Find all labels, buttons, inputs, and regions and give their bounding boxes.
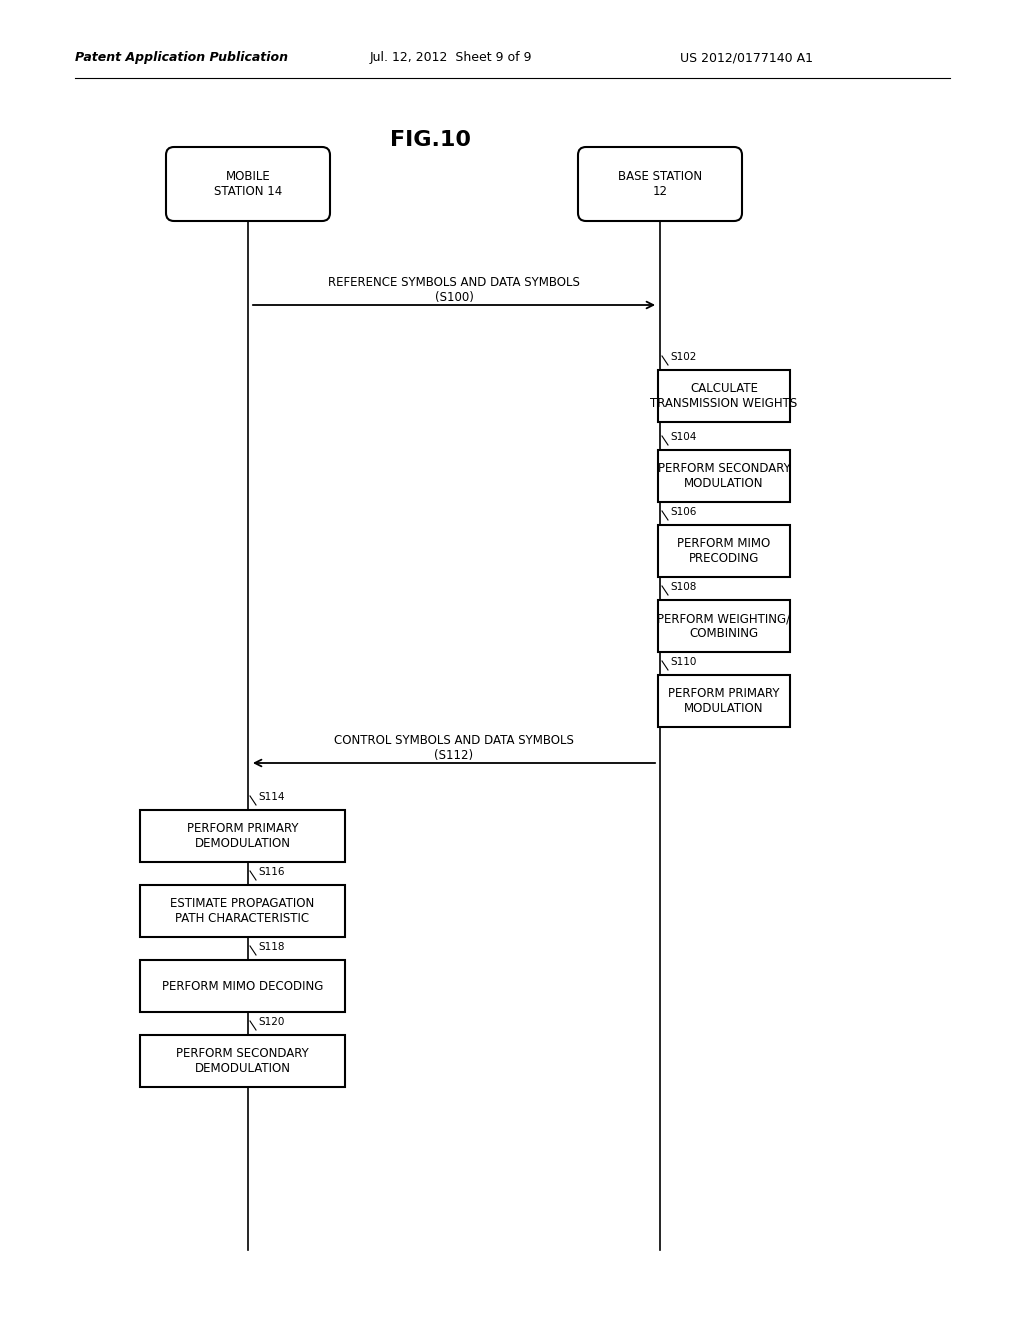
Text: FIG.10: FIG.10 — [389, 129, 470, 150]
Text: S102: S102 — [670, 352, 696, 362]
Text: S104: S104 — [670, 432, 696, 442]
Text: CALCULATE
TRANSMISSION WEIGHTS: CALCULATE TRANSMISSION WEIGHTS — [650, 381, 798, 411]
Text: REFERENCE SYMBOLS AND DATA SYMBOLS: REFERENCE SYMBOLS AND DATA SYMBOLS — [328, 276, 580, 289]
Text: (S100): (S100) — [434, 290, 473, 304]
Text: S120: S120 — [258, 1016, 285, 1027]
Text: PERFORM PRIMARY
MODULATION: PERFORM PRIMARY MODULATION — [669, 686, 779, 715]
FancyBboxPatch shape — [166, 147, 330, 220]
Text: S114: S114 — [258, 792, 285, 803]
Text: CONTROL SYMBOLS AND DATA SYMBOLS: CONTROL SYMBOLS AND DATA SYMBOLS — [334, 734, 573, 747]
Text: PERFORM MIMO
PRECODING: PERFORM MIMO PRECODING — [677, 537, 771, 565]
Text: Patent Application Publication: Patent Application Publication — [75, 51, 288, 65]
Bar — [658, 675, 790, 727]
Text: ESTIMATE PROPAGATION
PATH CHARACTERISTIC: ESTIMATE PROPAGATION PATH CHARACTERISTIC — [170, 898, 314, 925]
Bar — [658, 601, 790, 652]
Text: PERFORM WEIGHTING/
COMBINING: PERFORM WEIGHTING/ COMBINING — [657, 612, 791, 640]
Bar — [140, 1035, 345, 1086]
Text: MOBILE
STATION 14: MOBILE STATION 14 — [214, 170, 283, 198]
Bar — [658, 450, 790, 502]
Text: PERFORM MIMO DECODING: PERFORM MIMO DECODING — [162, 979, 324, 993]
Text: S106: S106 — [670, 507, 696, 517]
FancyBboxPatch shape — [578, 147, 742, 220]
Text: S110: S110 — [670, 657, 696, 667]
Text: Jul. 12, 2012  Sheet 9 of 9: Jul. 12, 2012 Sheet 9 of 9 — [370, 51, 532, 65]
Bar — [658, 370, 790, 422]
Text: (S112): (S112) — [434, 748, 473, 762]
Text: PERFORM SECONDARY
DEMODULATION: PERFORM SECONDARY DEMODULATION — [176, 1047, 309, 1074]
Text: PERFORM SECONDARY
MODULATION: PERFORM SECONDARY MODULATION — [657, 462, 791, 490]
Text: PERFORM PRIMARY
DEMODULATION: PERFORM PRIMARY DEMODULATION — [186, 822, 298, 850]
Text: S108: S108 — [670, 582, 696, 591]
Bar — [140, 810, 345, 862]
Text: BASE STATION
12: BASE STATION 12 — [617, 170, 702, 198]
Bar — [140, 960, 345, 1012]
Bar — [658, 525, 790, 577]
Text: S116: S116 — [258, 867, 285, 876]
Text: US 2012/0177140 A1: US 2012/0177140 A1 — [680, 51, 813, 65]
Bar — [140, 884, 345, 937]
Text: S118: S118 — [258, 942, 285, 952]
